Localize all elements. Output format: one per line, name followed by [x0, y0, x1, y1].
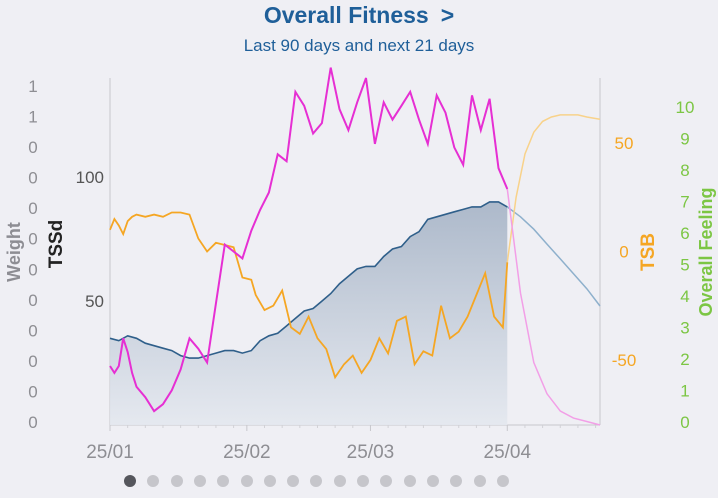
feeling-tick-label: 1: [680, 382, 689, 401]
page-dot[interactable]: [217, 475, 230, 487]
page-dot[interactable]: [426, 475, 439, 487]
weight-tick-label: 1: [28, 108, 37, 127]
feeling-forecast-line: [506, 188, 601, 426]
tsb-tick-label: -50: [612, 351, 637, 370]
tsb-axis-label: TSB: [638, 233, 659, 271]
chart-subtitle: Last 90 days and next 21 days: [243, 36, 475, 55]
fitness-chart: 25/01 25/02 25/03 25/04110000000000Weight10…: [4, 67, 716, 463]
weight-tick-label: 0: [28, 138, 37, 157]
weight-tick-label: 0: [28, 321, 37, 340]
page-indicator[interactable]: [0, 474, 718, 488]
tssd-tick-label: 100: [76, 168, 104, 187]
tssd-line: [109, 201, 508, 359]
feeling-tick-label: 4: [680, 287, 689, 306]
tsb-tick-label: 0: [619, 243, 628, 262]
feeling-line: [109, 67, 509, 413]
page-dot[interactable]: [240, 475, 253, 487]
page-dot[interactable]: [193, 475, 206, 487]
tsb-forecast-line: [506, 114, 601, 263]
tsb-tick-label: 50: [615, 134, 634, 153]
feeling-tick-label: 9: [680, 130, 689, 149]
x-tick-label: 25/01: [86, 442, 134, 463]
tssd-area: [110, 201, 508, 425]
weight-tick-label: 0: [28, 413, 37, 432]
page-dot[interactable]: [450, 475, 463, 487]
weight-tick-label: 0: [28, 260, 37, 279]
page-dot[interactable]: [333, 475, 346, 487]
page-dot[interactable]: [124, 475, 136, 487]
page-dot[interactable]: [403, 475, 416, 487]
feeling-tick-label: 0: [680, 413, 689, 432]
page-dot[interactable]: [496, 475, 509, 487]
feeling-tick-label: 2: [680, 350, 689, 369]
page-dot[interactable]: [287, 475, 300, 487]
chart-title: Overall Fitness: [263, 2, 429, 28]
weight-tick-label: 0: [28, 199, 37, 218]
page-dot[interactable]: [263, 475, 276, 487]
tssd-tick-label: 50: [85, 292, 104, 311]
x-tick-label: 25/02: [223, 442, 271, 463]
feeling-tick-label: 7: [680, 193, 689, 212]
weight-tick-label: 1: [28, 77, 37, 96]
chart-title-row[interactable]: Overall Fitness >: [0, 2, 718, 29]
page-dot[interactable]: [380, 475, 393, 487]
feeling-tick-label: 10: [676, 98, 695, 117]
feeling-axis-label: Overall Feeling: [696, 187, 716, 316]
x-tick-label: 25/03: [347, 442, 395, 463]
weight-tick-label: 0: [28, 230, 37, 249]
weight-tick-label: 0: [28, 382, 37, 401]
page-dot[interactable]: [147, 475, 160, 487]
chevron-right-icon: >: [440, 2, 455, 28]
chart-title-link[interactable]: Overall Fitness >: [264, 2, 454, 29]
feeling-tick-label: 6: [680, 224, 689, 243]
x-tick-label: 25/04: [484, 442, 532, 463]
tsb-line: [109, 211, 509, 380]
weight-tick-label: 0: [28, 352, 37, 371]
weight-tick-label: 0: [28, 169, 37, 188]
page-dot[interactable]: [170, 475, 183, 487]
feeling-tick-label: 5: [680, 256, 689, 275]
page-dot[interactable]: [473, 475, 486, 487]
weight-tick-label: 0: [28, 291, 37, 310]
tssd-axis-label: TSSd: [46, 220, 67, 269]
page-dot[interactable]: [310, 475, 323, 487]
feeling-tick-label: 8: [680, 161, 689, 180]
tssd-forecast-line: [506, 206, 601, 307]
weight-axis-label: Weight: [4, 222, 24, 282]
feeling-tick-label: 3: [680, 319, 689, 338]
page-dot[interactable]: [357, 475, 369, 487]
